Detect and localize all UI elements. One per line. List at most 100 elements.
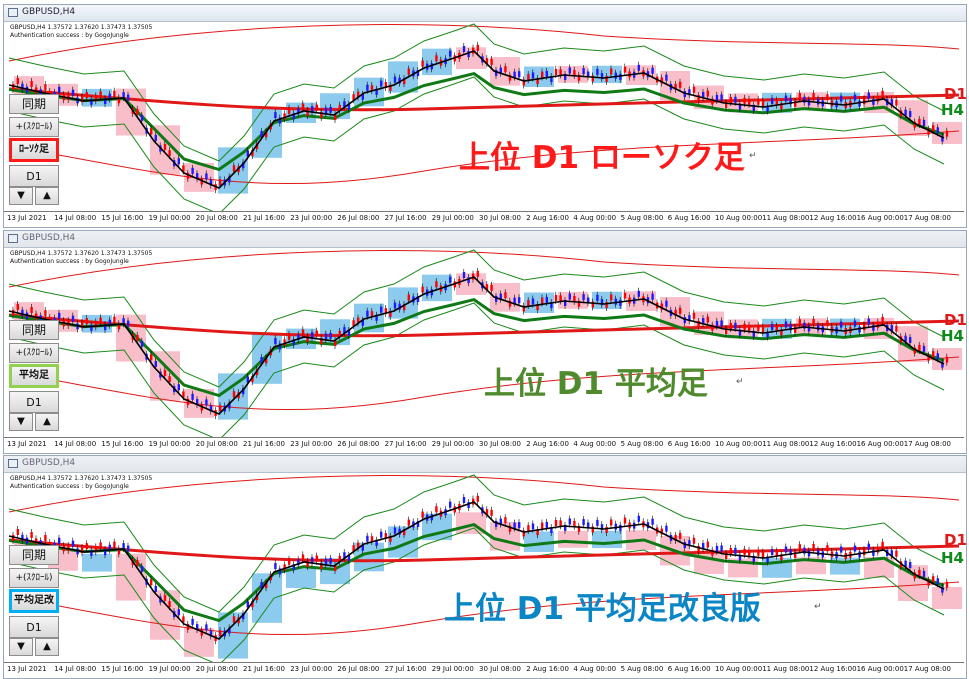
candle <box>393 302 397 309</box>
candle <box>858 326 861 333</box>
fast-moving-average <box>8 501 945 640</box>
timeframe-button[interactable]: D1 <box>9 391 59 413</box>
time-axis-label: 23 Jul 00:00 <box>290 214 333 222</box>
candle <box>163 594 167 601</box>
window-titlebar[interactable]: GBPUSD,H4 <box>4 231 966 248</box>
candle <box>357 91 360 98</box>
time-axis-label: 17 Aug 08:00 <box>903 665 951 673</box>
candle <box>490 58 493 65</box>
candle <box>600 299 604 306</box>
candle <box>610 294 613 301</box>
chart-window-1[interactable]: GBPUSD,H4 GBPUSD,H4 1.37572 1.37620 1.37… <box>3 4 967 228</box>
candle <box>462 271 466 278</box>
candle <box>430 514 433 521</box>
timeframe-up-button[interactable]: ▲ <box>35 413 59 431</box>
candle <box>403 304 406 311</box>
sync-button[interactable]: 同期 <box>9 94 59 114</box>
chart-window-2[interactable]: GBPUSD,H4 GBPUSD,H4 1.37572 1.37620 1.37… <box>3 230 967 454</box>
candle <box>798 544 801 551</box>
candle <box>94 95 98 102</box>
candle <box>932 576 935 583</box>
candle <box>605 301 608 308</box>
candle <box>389 310 392 317</box>
window-titlebar[interactable]: GBPUSD,H4 <box>4 5 966 22</box>
candle <box>127 320 130 327</box>
timeframe-up-button[interactable]: ▲ <box>35 638 59 656</box>
higher-tf-candle <box>592 65 622 84</box>
candle <box>545 296 548 303</box>
candle <box>752 555 755 562</box>
candle <box>688 540 691 547</box>
candle <box>812 92 815 99</box>
candle <box>559 295 562 302</box>
candle <box>416 520 420 527</box>
candle <box>559 520 562 527</box>
candle <box>338 104 341 111</box>
candle <box>435 281 438 288</box>
candle <box>21 83 24 90</box>
price-chart-svg[interactable] <box>4 247 964 437</box>
timeframe-down-button[interactable]: ▼ <box>9 413 33 431</box>
window-titlebar[interactable]: GBPUSD,H4 <box>4 456 966 473</box>
candle <box>416 69 420 76</box>
candle <box>807 325 811 332</box>
timeframe-down-button[interactable]: ▼ <box>9 187 33 205</box>
d1-moving-average <box>8 538 960 563</box>
chart-window-icon <box>8 8 18 17</box>
candle <box>610 519 613 526</box>
candle <box>278 568 282 575</box>
candle <box>812 543 815 550</box>
candle <box>697 320 700 327</box>
candle <box>127 545 130 552</box>
time-axis-label: 11 Aug 08:00 <box>762 665 810 673</box>
scroll-button[interactable]: +(ｽｸﾛｰﾙ) <box>9 117 59 137</box>
sync-button[interactable]: 同期 <box>9 545 59 565</box>
candle <box>485 284 489 291</box>
timeframe-button[interactable]: D1 <box>9 165 59 187</box>
higher-tf-candle <box>184 628 214 657</box>
scroll-button[interactable]: +(ｽｸﾛｰﾙ) <box>9 568 59 588</box>
auth-status-text: Authentication success : by GogoJungle <box>10 32 129 39</box>
time-axis-label: 16 Aug 00:00 <box>856 440 904 448</box>
candle <box>315 555 318 562</box>
timeframe-up-button[interactable]: ▲ <box>35 187 59 205</box>
candle <box>600 524 604 531</box>
time-axis-label: 14 Jul 08:00 <box>54 665 97 673</box>
time-axis-label: 30 Jul 08:00 <box>479 665 521 673</box>
candle <box>794 551 797 558</box>
price-chart-svg[interactable] <box>4 21 964 211</box>
price-chart-svg[interactable] <box>4 472 964 662</box>
candle <box>692 537 696 544</box>
candle <box>260 131 263 138</box>
scroll-button[interactable]: +(ｽｸﾛｰﾙ) <box>9 343 59 363</box>
candle <box>564 73 567 80</box>
candle <box>564 299 567 306</box>
chart-window-3[interactable]: GBPUSD,H4 GBPUSD,H4 1.37572 1.37620 1.37… <box>3 455 967 679</box>
time-axis-label: 27 Jul 16:00 <box>384 665 427 673</box>
candle <box>729 96 732 103</box>
h4-moving-average <box>8 297 945 398</box>
candle <box>338 555 341 562</box>
sync-button[interactable]: 同期 <box>9 320 59 340</box>
price-chart[interactable] <box>4 472 964 662</box>
candle <box>476 495 479 502</box>
candle <box>872 324 875 331</box>
timeframe-down-button[interactable]: ▼ <box>9 638 33 656</box>
candle <box>945 356 949 363</box>
heikin-ashi-mode-button[interactable]: 平均足 <box>9 364 59 388</box>
candle <box>177 384 180 391</box>
candle <box>619 524 622 531</box>
price-chart[interactable] <box>4 21 964 211</box>
candle <box>288 558 291 565</box>
candle <box>154 585 157 592</box>
time-axis-label: 15 Jul 16:00 <box>101 214 144 222</box>
candle-mode-button[interactable]: ﾛｰｿｸ足 <box>9 138 59 162</box>
candle <box>577 300 581 307</box>
heikin-ashi-improved-mode-button[interactable]: 平均足改 <box>9 589 59 613</box>
price-chart[interactable] <box>4 247 964 437</box>
candle <box>761 326 765 333</box>
candle <box>660 77 663 84</box>
candle <box>274 563 277 570</box>
candle <box>780 554 783 561</box>
timeframe-button[interactable]: D1 <box>9 616 59 638</box>
